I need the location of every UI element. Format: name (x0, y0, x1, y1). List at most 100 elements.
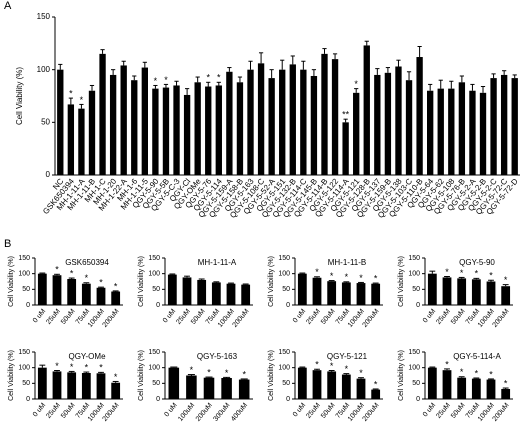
y-tick-label: 150 (148, 349, 160, 356)
bar (96, 287, 106, 305)
significance: * (504, 378, 508, 388)
y-tick-label: 150 (408, 349, 420, 356)
significance: * (70, 268, 74, 278)
y-tick-label: 100 (18, 365, 30, 372)
x-tick-label: 50uM (60, 402, 77, 420)
bar (109, 74, 117, 175)
significance: * (504, 275, 508, 285)
bar (327, 371, 337, 399)
bar (341, 282, 351, 305)
y-tick-label: 150 (278, 255, 290, 262)
bar (416, 57, 423, 175)
bar (327, 281, 337, 305)
significance: * (217, 73, 221, 83)
bar (67, 278, 77, 305)
bar (141, 67, 148, 175)
bar (363, 45, 370, 175)
bar (384, 72, 392, 175)
significance: * (225, 368, 229, 378)
bar (226, 71, 233, 175)
y-axis-label: Cell Viability (%) (8, 350, 15, 401)
y-tick-label: 50 (41, 117, 50, 126)
y-tick-label: 50 (22, 380, 30, 387)
significance: * (330, 361, 334, 371)
y-tick-label: 0 (416, 396, 420, 403)
y-tick-label: 150 (18, 349, 30, 356)
significance: * (114, 281, 118, 291)
y-axis-label: Cell Viability (%) (8, 256, 15, 307)
y-axis-label: Cell Viability (%) (268, 256, 275, 307)
x-tick-label: 50uM (320, 308, 337, 326)
significance: * (315, 360, 319, 370)
bar (442, 370, 452, 399)
y-tick-label: 150 (148, 255, 160, 262)
bar (371, 389, 381, 399)
significance: * (374, 273, 378, 283)
x-tick-label: 200uM (491, 402, 510, 423)
significance: * (345, 272, 349, 282)
significance: * (345, 364, 349, 374)
x-tick-label: 0 uM (163, 402, 178, 419)
significance: * (475, 368, 479, 378)
bar (490, 78, 497, 175)
significance: * (460, 268, 464, 278)
bar (99, 53, 106, 175)
bar (226, 283, 236, 305)
bar (52, 275, 62, 305)
bar (448, 88, 455, 175)
y-axis-label: Cell Viability (%) (398, 350, 405, 401)
bar (268, 78, 275, 175)
bar (356, 378, 366, 399)
bar (457, 278, 467, 305)
x-tick-label: 25uM (175, 308, 192, 326)
panel-label: B (4, 238, 11, 250)
y-tick-label: 100 (278, 365, 290, 372)
x-tick-label: 25uM (305, 308, 322, 326)
significance: * (70, 362, 74, 372)
bar (297, 367, 307, 399)
chart-title: QGY-5-163 (197, 352, 238, 361)
bar (37, 273, 47, 305)
significance: * (69, 88, 73, 98)
x-tick-label: 200uM (361, 308, 380, 329)
x-tick-label: 50uM (450, 402, 467, 420)
bar (353, 92, 360, 175)
y-tick-label: 0 (286, 396, 290, 403)
bar (279, 69, 286, 175)
y-tick-label: 50 (152, 380, 160, 387)
significance: * (359, 273, 363, 283)
panel-label: A (4, 0, 12, 12)
x-tick-label: 50uM (190, 308, 207, 326)
y-tick-label: 0 (156, 396, 160, 403)
significance: * (489, 271, 493, 281)
bar (501, 286, 511, 305)
bar (120, 65, 127, 175)
bar (221, 378, 232, 399)
y-tick-label: 0 (46, 170, 51, 179)
x-tick-label: 50uM (320, 402, 337, 420)
bar (405, 80, 413, 175)
x-tick-label: 300uM (212, 402, 231, 423)
bar (471, 279, 481, 305)
y-tick-label: 50 (22, 286, 30, 293)
bar (479, 92, 487, 175)
x-tick-label: 25uM (45, 402, 62, 420)
x-tick-label: 25uM (435, 402, 452, 420)
significance: * (99, 363, 103, 373)
bar (203, 377, 215, 399)
y-tick-label: 50 (412, 286, 420, 293)
x-tick-label: 200uM (101, 402, 120, 423)
bar (88, 90, 96, 175)
x-tick-label: 25uM (45, 308, 62, 326)
y-axis-label: Cell Viability (%) (138, 350, 145, 401)
chart-title: MH-1-11-A (198, 258, 237, 267)
bar (427, 90, 434, 175)
bar (197, 279, 207, 305)
significance: * (99, 278, 103, 288)
significance: * (359, 368, 363, 378)
significance: * (460, 367, 464, 377)
y-tick-label: 100 (18, 271, 30, 278)
significance: * (330, 271, 334, 281)
y-tick-label: 0 (156, 302, 160, 309)
chart-title: GSK650394 (65, 258, 109, 267)
